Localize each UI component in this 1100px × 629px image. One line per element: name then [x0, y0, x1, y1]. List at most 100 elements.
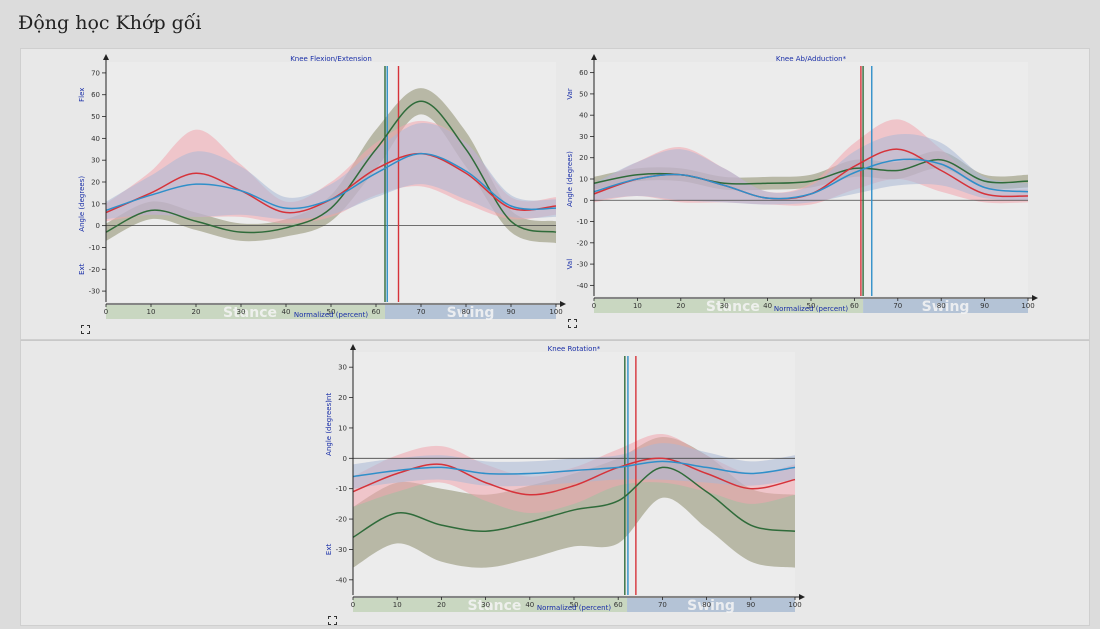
y-tick-label: -30 — [336, 546, 347, 554]
swing-phase-bar — [385, 305, 556, 319]
page-title: Động học Khớp gối — [18, 12, 202, 34]
y-tick-label: 70 — [91, 69, 100, 77]
y-axis-label: Angle (degrees) — [566, 151, 574, 207]
x-axis-arrow — [799, 594, 805, 600]
y-tick-label: 60 — [579, 69, 588, 77]
y-negative-label: Ext — [325, 544, 333, 556]
x-tick-label: 50 — [570, 601, 579, 609]
y-tick-label: 20 — [338, 394, 347, 402]
y-tick-label: 30 — [579, 133, 588, 141]
y-positive-label: Flex — [78, 88, 86, 102]
expand-icon[interactable] — [81, 319, 90, 334]
y-positive-label: Int — [325, 393, 333, 403]
x-tick-label: 20 — [192, 308, 201, 316]
x-tick-label: 10 — [393, 601, 402, 609]
green-sd-band — [106, 88, 556, 244]
x-tick-label: 70 — [417, 308, 426, 316]
expand-icon[interactable] — [568, 313, 577, 328]
x-tick-label: 20 — [437, 601, 446, 609]
x-tick-label: 80 — [702, 601, 711, 609]
expand-icon[interactable] — [328, 610, 337, 625]
knee-flexion-chart: -30 -20 -10 0 10 20 30 40 50 60 70 Stance Swing 0 10 20… — [78, 54, 566, 321]
x-tick-label: 30 — [237, 308, 246, 316]
y-tick-label: -10 — [89, 244, 100, 252]
x-tick-label: 60 — [850, 302, 859, 310]
y-negative-label: Ext — [78, 263, 86, 275]
stance-label: Stance — [467, 598, 521, 614]
blue-series-line — [352, 460, 796, 478]
x-tick-label: 60 — [372, 308, 381, 316]
y-tick-label: -40 — [577, 282, 588, 290]
x-tick-label: 30 — [720, 302, 729, 310]
x-tick-label: 90 — [507, 308, 516, 316]
y-axis-label: Angle (degrees) — [325, 400, 333, 456]
x-tick-label: 0 — [104, 308, 108, 316]
x-tick-label: 90 — [980, 302, 989, 310]
stance-phase-bar — [353, 598, 628, 612]
y-tick-label: 50 — [579, 90, 588, 98]
chart-title: Knee Flexion/Extension — [290, 55, 372, 63]
x-tick-label: 40 — [763, 302, 772, 310]
y-tick-label: -20 — [89, 266, 100, 274]
blue-series-line — [105, 152, 557, 212]
x-axis-arrow — [560, 301, 566, 307]
red-series-line — [352, 457, 796, 496]
x-tick-label: 50 — [807, 302, 816, 310]
y-tick-label: 20 — [91, 179, 100, 187]
y-tick-label: 10 — [91, 200, 100, 208]
stance-phase-bar — [594, 299, 864, 313]
x-tick-label: 100 — [788, 601, 801, 609]
blue-sd-band — [594, 133, 1028, 205]
swing-label: Swing — [922, 299, 970, 315]
y-axis-arrow — [350, 344, 356, 350]
y-tick-label: 40 — [579, 112, 588, 120]
blue-series-line — [593, 158, 1029, 200]
x-tick-label: 80 — [937, 302, 946, 310]
y-tick-label: 0 — [96, 222, 100, 230]
y-tick-label: 60 — [91, 91, 100, 99]
y-tick-label: 20 — [579, 154, 588, 162]
knee-abduction-chart: -40 -30 -20 -10 0 10 20 30 40 50 60 Stance Swing 0 10 2… — [566, 54, 1038, 315]
green-series-line — [105, 100, 557, 234]
swing-label: Swing — [687, 598, 735, 614]
y-tick-label: -40 — [336, 576, 347, 584]
x-tick-label: 20 — [676, 302, 685, 310]
swing-phase-bar — [627, 598, 795, 612]
blue-sd-band — [353, 443, 795, 489]
y-axis-arrow — [591, 54, 597, 60]
y-tick-label: 0 — [584, 197, 588, 205]
y-axis-arrow — [103, 54, 109, 60]
x-tick-label: 50 — [327, 308, 336, 316]
y-tick-label: 30 — [91, 157, 100, 165]
chart-title: Knee Rotation* — [548, 345, 601, 353]
x-axis-label: Normalized (percent) — [294, 311, 368, 319]
swing-phase-bar — [863, 299, 1028, 313]
y-tick-label: -20 — [336, 516, 347, 524]
y-tick-label: -20 — [577, 239, 588, 247]
y-positive-label: Var — [566, 88, 574, 100]
y-tick-label: -30 — [577, 261, 588, 269]
stance-label: Stance — [223, 305, 277, 321]
y-tick-label: 50 — [91, 113, 100, 121]
x-tick-label: 70 — [658, 601, 667, 609]
x-axis-label: Normalized (percent) — [537, 604, 611, 612]
x-axis-label: Normalized (percent) — [774, 305, 848, 313]
x-tick-label: 10 — [147, 308, 156, 316]
swing-label: Swing — [447, 305, 495, 321]
x-tick-label: 0 — [351, 601, 355, 609]
stance-phase-bar — [106, 305, 385, 319]
y-axis-label: Angle (degrees) — [78, 176, 86, 232]
x-tick-label: 100 — [1021, 302, 1034, 310]
x-axis-arrow — [1032, 295, 1038, 301]
x-tick-label: 90 — [746, 601, 755, 609]
x-tick-label: 80 — [462, 308, 471, 316]
y-negative-label: Val — [566, 259, 574, 270]
y-tick-label: 0 — [343, 455, 347, 463]
blue-sd-band — [106, 122, 556, 220]
y-tick-label: -10 — [336, 485, 347, 493]
x-tick-label: 40 — [525, 601, 534, 609]
y-tick-label: 40 — [91, 135, 100, 143]
y-tick-label: 10 — [579, 176, 588, 184]
chart-title: Knee Ab/Adduction* — [776, 55, 847, 63]
